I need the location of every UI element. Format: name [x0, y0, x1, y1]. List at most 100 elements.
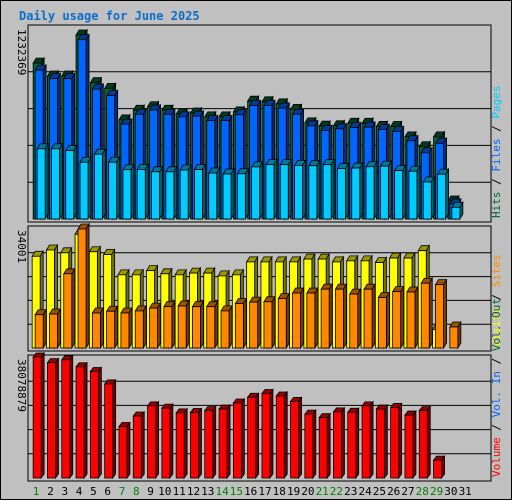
bar-sites — [120, 306, 133, 350]
bar-sites-face — [335, 288, 344, 349]
bar-sites-face — [91, 312, 101, 349]
bar-sites-face — [206, 306, 216, 349]
bar-kbytes-face — [118, 426, 128, 479]
bar-kbytes-side — [283, 390, 288, 480]
bar-kbytes-side — [112, 378, 117, 480]
bar-sites-side — [200, 300, 204, 350]
bar-pages-side — [101, 147, 106, 221]
bar-sites-side — [314, 286, 319, 350]
bar-pages-side — [173, 165, 178, 221]
bar-sites-side — [371, 282, 376, 350]
bar-kbytes — [46, 357, 60, 480]
bar-pages — [279, 158, 292, 221]
bar-pages-face — [122, 169, 132, 220]
bar-pages — [436, 167, 450, 221]
bar-pages — [79, 155, 92, 221]
bar-pages-side — [330, 158, 335, 221]
bar-pages-face — [451, 206, 461, 220]
bar-sites — [377, 291, 391, 350]
panel-top: 1232369 Hits / Files / Pages — [15, 24, 503, 223]
bar-kbytes-side — [83, 361, 88, 480]
bar-pages-face — [65, 150, 75, 220]
bar-sites — [291, 286, 305, 350]
bar-pages-face — [294, 164, 303, 220]
bar-sites-face — [249, 301, 259, 349]
bar-pages-side — [116, 155, 121, 221]
bar-sites — [148, 301, 162, 350]
bar-pages-face — [322, 164, 332, 220]
bar-sites — [277, 292, 290, 350]
bar-pages — [408, 164, 421, 221]
axis-label-part: / — [490, 287, 503, 307]
bar-kbytes-side — [169, 402, 174, 480]
bar-sites-side — [85, 222, 90, 350]
bar-sites-face — [163, 306, 173, 349]
bar-pages — [236, 167, 250, 221]
bar-sites — [263, 295, 276, 350]
x-tick-label: 13 — [201, 485, 214, 498]
bar-pages-face — [265, 164, 275, 220]
bar-pages — [322, 158, 335, 221]
bar-pages-side — [302, 158, 306, 221]
bar-kbytes-face — [218, 408, 228, 479]
bar-sites-side — [128, 306, 133, 350]
bar-kbytes-face — [61, 359, 71, 479]
bar-pages-side — [359, 161, 364, 221]
bar-kbytes — [346, 407, 360, 480]
bar-sites — [406, 285, 419, 350]
bar-kbytes-face — [375, 408, 385, 479]
bar-sites — [48, 307, 62, 350]
bar-sites-side — [257, 295, 262, 350]
bar-kbytes-side — [183, 407, 188, 480]
bar-sites-side — [428, 276, 433, 350]
bar-sites-face — [106, 310, 116, 349]
bar-pages-side — [87, 155, 92, 221]
x-tick-label: 27 — [401, 485, 414, 498]
bar-sites-face — [120, 312, 130, 349]
axis-label-part: Vol. Out — [490, 298, 503, 351]
bar-kbytes-side — [155, 400, 159, 480]
bar-pages-side — [373, 160, 378, 221]
bar-pages-side — [216, 166, 221, 221]
x-tick-label: 28 — [416, 485, 429, 498]
bar-sites-side — [271, 295, 276, 350]
bar-sites-side — [414, 285, 419, 350]
panel-top-max-label: 1232369 — [15, 29, 28, 75]
bar-pages-face — [136, 169, 146, 220]
bar-sites — [334, 282, 348, 350]
bar-sites-face — [306, 292, 316, 349]
x-tick-label: 24 — [358, 485, 372, 498]
bar-pages — [365, 160, 378, 221]
x-tick-label: 1 — [33, 485, 40, 498]
panel-top-axis-label: Hits / Files / Pages — [490, 86, 503, 219]
bar-pages-face — [93, 153, 103, 220]
bar-sites — [248, 295, 262, 350]
bar-sites — [234, 297, 248, 350]
bar-pages-face — [308, 165, 318, 220]
x-tick-label: 25 — [373, 485, 386, 498]
bar-sites — [220, 304, 233, 350]
bar-sites — [134, 304, 147, 350]
bar-pages-side — [416, 164, 421, 221]
bar-sites-side — [185, 299, 190, 350]
bar-kbytes-side — [240, 397, 245, 480]
bar-pages-face — [351, 167, 361, 220]
bar-kbytes-side — [212, 405, 217, 480]
bar-kbytes — [418, 405, 432, 480]
bar-pages-side — [445, 167, 449, 221]
bar-sites — [77, 222, 90, 350]
x-tick-label: 10 — [158, 485, 171, 498]
bar-sites — [434, 278, 448, 350]
bar-kbytes — [218, 403, 231, 480]
x-tick-label: 12 — [187, 485, 200, 498]
bar-pages — [351, 161, 364, 221]
axis-label-part: Vol. In — [490, 371, 503, 417]
bar-pages — [50, 142, 64, 221]
x-tick-label: 2 — [47, 485, 54, 498]
bar-kbytes — [103, 378, 117, 480]
bar-kbytes-face — [247, 396, 257, 479]
bar-kbytes-face — [147, 405, 156, 479]
bar-sites-side — [42, 308, 47, 350]
bar-kbytes-face — [161, 407, 171, 479]
bar-kbytes-side — [140, 410, 145, 480]
